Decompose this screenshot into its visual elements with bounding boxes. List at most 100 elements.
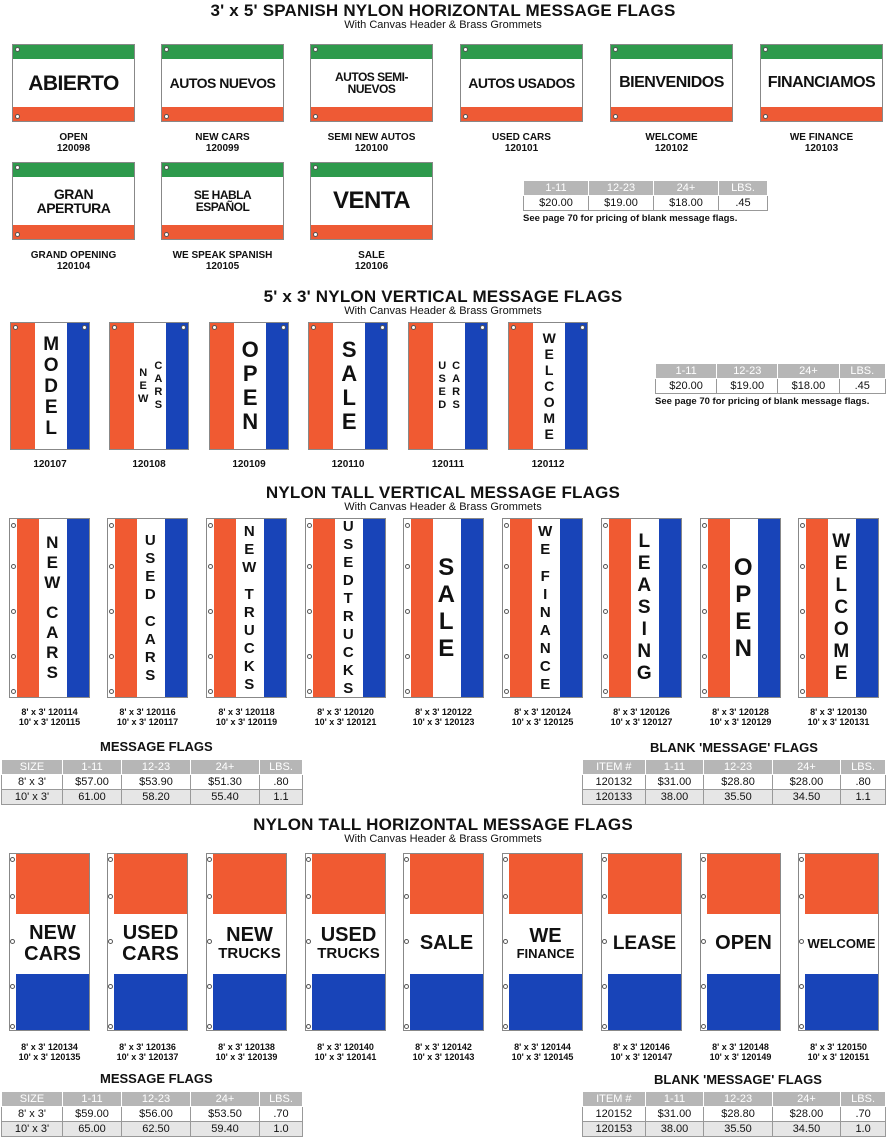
flag-letter: E (343, 554, 354, 571)
grommet-icon (701, 984, 706, 989)
table-header: 1-11 (644, 1091, 705, 1107)
table-header: 24+ (771, 759, 842, 775)
flag-code-8ft: 8' x 3' 120142 (415, 1042, 472, 1052)
grommet-icon (602, 894, 607, 899)
flag-blue-stripe (460, 519, 483, 697)
flag-line: WELCOME (807, 935, 876, 951)
flag-blue-stripe (263, 519, 286, 697)
flag-code-10ft: 10' x 3' 120145 (511, 1052, 574, 1062)
flag-letter: T (343, 590, 353, 607)
flag-green-stripe (311, 163, 432, 177)
price-cell: $18.00 (653, 195, 719, 211)
grommet-icon (10, 1024, 15, 1029)
section-header-tall-vertical: NYLON TALL VERTICAL MESSAGE FLAGS With C… (0, 483, 886, 513)
flag-text: BIENVENIDOS (619, 74, 724, 91)
table-header: SIZE (1, 1091, 63, 1107)
flag-letter: D (438, 399, 447, 411)
grommet-icon (702, 654, 707, 659)
grommet-icon (763, 114, 768, 119)
spanish-flag: AUTOS SEMI-NUEVOS (310, 44, 433, 122)
table-header: 1-11 (62, 1091, 122, 1107)
grommet-icon (602, 1024, 607, 1029)
table-header: 12-23 (703, 759, 773, 775)
flag-letter: K (243, 657, 255, 675)
blank-flags-title: BLANK 'MESSAGE' FLAGS (650, 740, 818, 755)
flag-blue-stripe (658, 519, 681, 697)
table-header: 12-23 (703, 1091, 773, 1107)
price-header: LBS. (838, 363, 886, 379)
spanish-flag: FINANCIAMOS (760, 44, 883, 122)
flag-red-stripe (16, 854, 89, 914)
grommet-icon (463, 114, 468, 119)
grommet-icon (11, 689, 16, 694)
flag-letter: O (733, 554, 753, 581)
grommet-icon (311, 325, 316, 330)
section-subtitle: With Canvas Header & Brass Grommets (344, 305, 542, 317)
grommet-icon (504, 654, 509, 659)
table-header: 12-23 (121, 1091, 191, 1107)
table-cell: 58.20 (121, 789, 191, 805)
flag-letter: C (539, 657, 551, 675)
flag-red-stripe (805, 854, 878, 914)
section-title: NYLON TALL VERTICAL MESSAGE FLAGS (265, 483, 621, 502)
flag-letter: C (544, 378, 555, 394)
section-header-spanish: 3' x 5' SPANISH NYLON HORIZONTAL MESSAGE… (0, 1, 886, 31)
flag-code-8ft: 8' x 3' 120120 (317, 707, 374, 717)
grommet-icon (164, 165, 169, 170)
flag-name: OPEN (59, 132, 88, 143)
table-header: LBS. (259, 759, 303, 775)
grommet-icon (164, 47, 169, 52)
flag-letter: E (540, 675, 551, 693)
flag-letter: A (144, 630, 156, 648)
grommet-icon (799, 939, 804, 944)
grommet-icon (108, 984, 113, 989)
flag-letter: W (138, 392, 149, 405)
flag-letter: W (542, 330, 556, 346)
grommet-icon (207, 857, 212, 862)
flag-red-stripe (13, 225, 134, 239)
grommet-icon (613, 114, 618, 119)
grommet-icon (313, 114, 318, 119)
table-cell: 59.40 (190, 1121, 260, 1137)
blank-flag-note: See page 70 for pricing of blank message… (655, 396, 870, 407)
flag-code-10ft: 10' x 3' 120123 (412, 717, 475, 727)
flag-letter: A (46, 623, 59, 643)
grommet-icon (112, 325, 117, 330)
table-cell: 10' x 3' (1, 789, 63, 805)
flag-blue-stripe (67, 323, 89, 449)
flag-letter: D (342, 572, 354, 589)
grommet-icon (799, 894, 804, 899)
flag-blue-stripe (266, 323, 288, 449)
flag-letter: A (452, 373, 461, 385)
flag-line: FINANCE (516, 946, 575, 962)
flag-letter: E (637, 553, 651, 574)
flag-blue-stripe (114, 973, 187, 1030)
flag-red-stripe (162, 225, 283, 239)
grommet-icon (603, 654, 608, 659)
flag-text: AUTOS USADOS (468, 75, 575, 91)
flag-blue-stripe (66, 519, 89, 697)
grommet-icon (109, 689, 114, 694)
grommet-icon (108, 894, 113, 899)
flag-code-8ft: 8' x 3' 120136 (119, 1042, 176, 1052)
flag-red-stripe (311, 107, 432, 121)
flag-green-stripe (162, 163, 283, 177)
flag-red-stripe (609, 519, 632, 697)
grommet-icon (281, 325, 286, 330)
grommet-icon (164, 114, 169, 119)
flag-letter: E (244, 540, 255, 558)
tall-horizontal-flag: NEW TRUCKS (206, 853, 287, 1031)
section-title: NYLON TALL HORIZONTAL MESSAGE FLAGS (253, 815, 633, 834)
grommet-icon (580, 325, 585, 330)
table-header: LBS. (840, 1091, 886, 1107)
grommet-icon (15, 165, 20, 170)
flag-blue-stripe (805, 973, 878, 1030)
